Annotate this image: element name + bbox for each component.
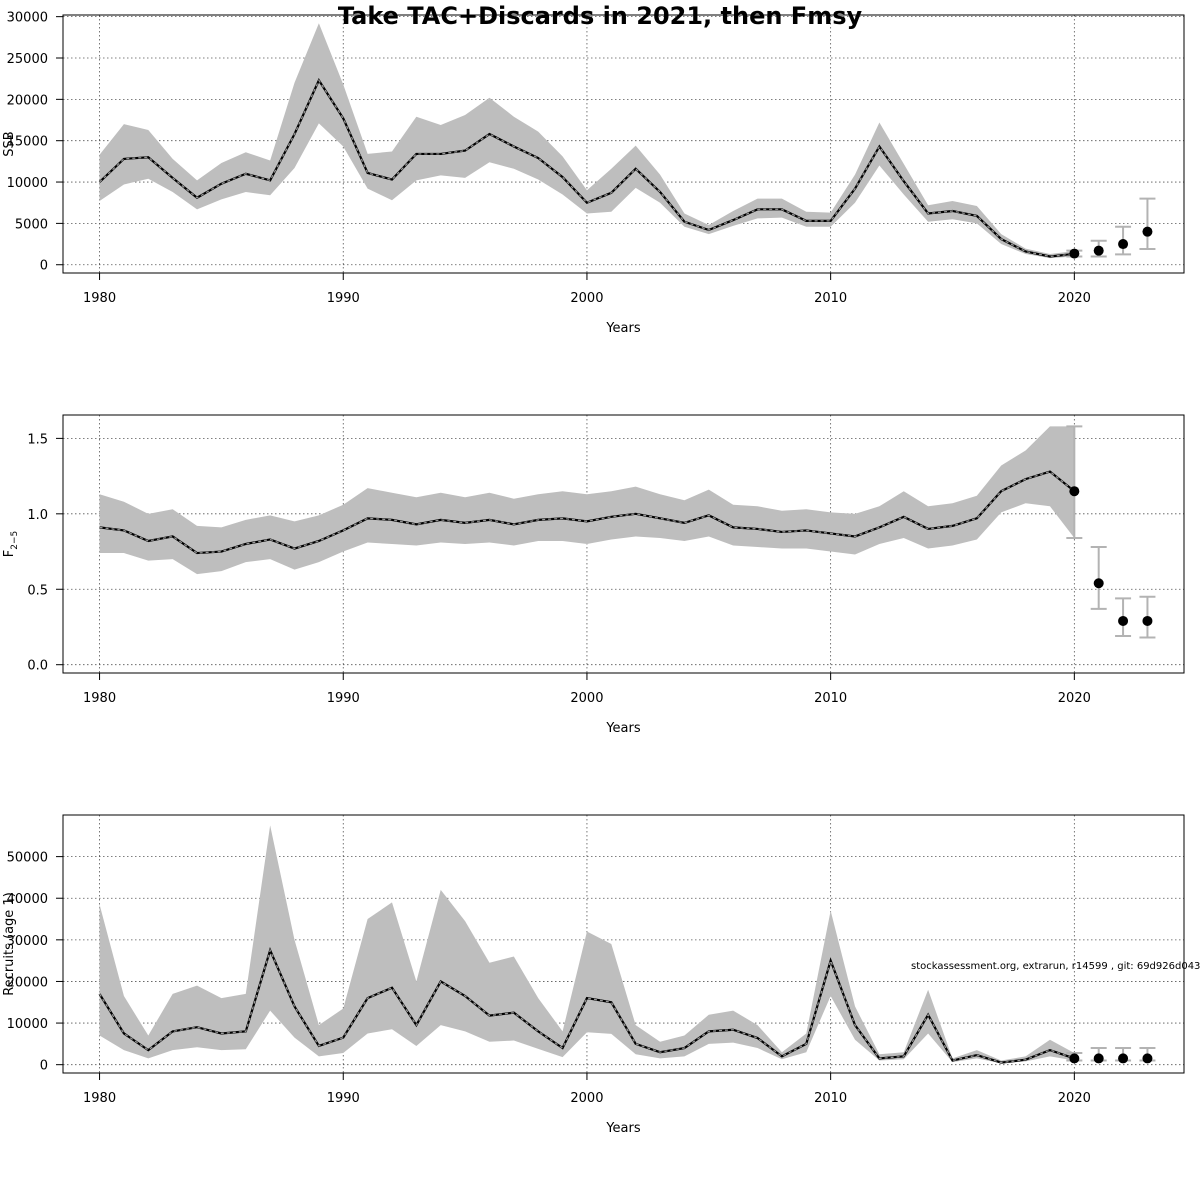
recruits-confidence-band bbox=[99, 825, 1075, 1064]
ssb-y-tick-label: 15000 bbox=[7, 135, 48, 150]
recruits-y-tick-label: 0 bbox=[40, 1059, 48, 1074]
f-y-tick-label: 1.5 bbox=[27, 432, 48, 447]
ssb-frame bbox=[62, 14, 1185, 274]
ssb-panel: 1980 1990 2000 2010 2020 0 5000 10000 15000 20000… bbox=[2, 11, 1185, 336]
recruits-plot-frame bbox=[62, 814, 1185, 1074]
recruits-y-axis-label: Recruits (age 1) bbox=[2, 892, 17, 996]
ssb-y-tick-label: 5000 bbox=[15, 217, 48, 232]
recruits-estimate-path bbox=[98, 947, 1075, 1064]
f-ticks: 1980 1990 2000 2010 2020 0.0 0.5 1.0 1.5 bbox=[27, 432, 1091, 706]
ssb-y-tick-label: 0 bbox=[40, 259, 48, 274]
recruits-y-tick-label: 30000 bbox=[7, 934, 48, 949]
ssb-x-tick-label: 2010 bbox=[814, 291, 847, 306]
ssb-gridlines bbox=[63, 15, 1184, 273]
recruits-y-tick-label: 40000 bbox=[7, 892, 48, 907]
ssb-y-tick-label: 30000 bbox=[7, 11, 48, 26]
f-y-tick-label: 0.0 bbox=[27, 659, 48, 674]
f-x-tick-label: 1980 bbox=[83, 691, 116, 706]
ssb-plot-frame bbox=[62, 14, 1185, 274]
ssb-confidence-band bbox=[99, 23, 1075, 259]
footnote: stockassessment.org, extrarun, r14599 , … bbox=[911, 961, 1200, 972]
f-estimate-dash bbox=[99, 470, 1075, 554]
ssb-ticks: 1980 1990 2000 2010 2020 0 5000 10000 15000 20000… bbox=[7, 11, 1091, 306]
f-forecast-point bbox=[1118, 615, 1129, 626]
f-y-tick-label: 0.5 bbox=[27, 583, 48, 598]
recruits-x-tick-label: 2000 bbox=[570, 1091, 603, 1106]
f-estimate-line bbox=[99, 470, 1076, 555]
recruits-y-tick-label: 20000 bbox=[7, 975, 48, 990]
recruits-y-tick-label: 50000 bbox=[7, 851, 48, 866]
ssb-estimate-dash bbox=[99, 79, 1075, 258]
ssb-forecast-errorbar bbox=[1139, 197, 1156, 251]
recruits-ticks: 1980 1990 2000 2010 2020 0 10000 20000 30000 4000… bbox=[7, 851, 1091, 1106]
recruits-forecast-point bbox=[1142, 1053, 1153, 1064]
ssb-x-tick-label: 1990 bbox=[327, 291, 360, 306]
recruits-estimate-line bbox=[98, 947, 1075, 1064]
f-plot-frame bbox=[62, 414, 1185, 674]
f-frame bbox=[62, 414, 1185, 674]
recruits-x-tick-label: 1990 bbox=[327, 1091, 360, 1106]
f-confidence-band bbox=[99, 426, 1075, 575]
f-forecast-errorbar bbox=[1066, 425, 1083, 539]
ssb-forecast-point bbox=[1118, 239, 1129, 250]
recruits-band-area bbox=[99, 825, 1075, 1064]
f-y-axis-label: F2−5 bbox=[2, 531, 20, 557]
recruits-x-tick-label: 1980 bbox=[83, 1091, 116, 1106]
ssb-band-area bbox=[99, 23, 1075, 259]
ssb-y-tick-label: 25000 bbox=[7, 52, 48, 67]
ssb-x-tick-label: 2020 bbox=[1058, 291, 1091, 306]
f-y-tick-label: 1.0 bbox=[27, 508, 48, 523]
recruits-x-tick-label: 2020 bbox=[1058, 1091, 1091, 1106]
f-y-axis-label-main: F bbox=[2, 550, 17, 557]
ssb-x-axis-label: Years bbox=[605, 321, 641, 336]
f-x-tick-label: 2000 bbox=[570, 691, 603, 706]
f-band-area bbox=[99, 426, 1075, 575]
ssb-estimate-line bbox=[98, 78, 1075, 258]
f-panel: 1980 1990 2000 2010 2020 0.0 0.5 1.0 1.5 Years F… bbox=[2, 414, 1185, 736]
ssb-y-tick-label: 20000 bbox=[7, 93, 48, 108]
ssb-forecast-point bbox=[1093, 245, 1104, 256]
f-forecast-point bbox=[1069, 486, 1080, 497]
ssb-y-axis-label: SSB bbox=[2, 131, 17, 156]
f-forecast-point bbox=[1142, 615, 1153, 626]
ssb-forecast-point bbox=[1069, 248, 1080, 259]
ssb-y-tick-label: 10000 bbox=[7, 176, 48, 191]
f-x-axis-label: Years bbox=[605, 721, 641, 736]
recruits-panel: 1980 1990 2000 2010 2020 0 10000 20000 30000 4000… bbox=[2, 814, 1185, 1136]
f-x-tick-label: 2020 bbox=[1058, 691, 1091, 706]
ssb-forecast bbox=[1066, 197, 1156, 259]
ssb-x-tick-label: 1980 bbox=[83, 291, 116, 306]
ssb-x-tick-label: 2000 bbox=[570, 291, 603, 306]
f-forecast-errorbar bbox=[1090, 546, 1107, 610]
recruits-y-tick-label: 10000 bbox=[7, 1017, 48, 1032]
recruits-forecast-point bbox=[1093, 1053, 1104, 1064]
recruits-forecast-point bbox=[1069, 1053, 1080, 1064]
f-x-tick-label: 1990 bbox=[327, 691, 360, 706]
f-y-axis-label-subscript: 2−5 bbox=[10, 531, 20, 550]
f-forecast bbox=[1066, 425, 1156, 639]
f-forecast-point bbox=[1093, 578, 1104, 589]
recruits-x-axis-label: Years bbox=[605, 1121, 641, 1136]
recruits-forecast-point bbox=[1118, 1053, 1129, 1064]
f-x-tick-label: 2010 bbox=[814, 691, 847, 706]
recruits-x-tick-label: 2010 bbox=[814, 1091, 847, 1106]
ssb-forecast-point bbox=[1142, 226, 1153, 237]
chart-title: Take TAC+Discards in 2021, then Fmsy bbox=[338, 2, 863, 30]
recruits-forecast bbox=[1066, 1047, 1156, 1064]
recruits-frame bbox=[62, 814, 1185, 1074]
